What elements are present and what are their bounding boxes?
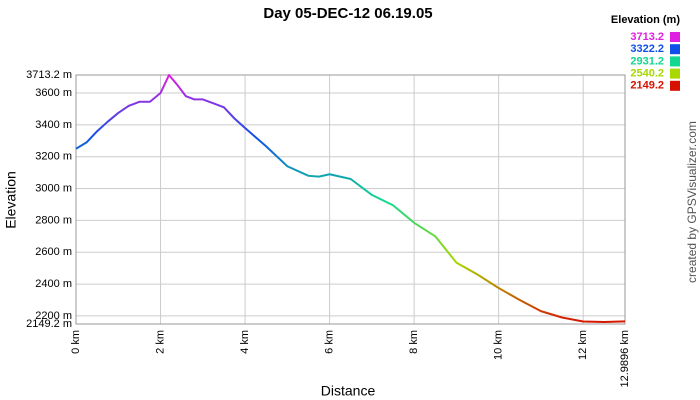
legend-swatch bbox=[670, 68, 680, 79]
plot-frame bbox=[75, 74, 626, 325]
x-tick-label: 0 km bbox=[70, 330, 82, 354]
x-tick-label: 12.9896 km bbox=[619, 330, 631, 387]
y-tick-label: 2600 m bbox=[35, 246, 72, 258]
x-tick-label: 8 km bbox=[408, 330, 420, 354]
y-tick-label: 2800 m bbox=[35, 214, 72, 226]
elevation-line bbox=[75, 74, 626, 323]
legend-title: Elevation (m) bbox=[611, 14, 680, 26]
y-tick-label: 2400 m bbox=[35, 278, 72, 290]
legend-value: 3322.2 bbox=[630, 43, 664, 55]
legend-swatch bbox=[670, 56, 680, 67]
legend-value: 2931.2 bbox=[630, 55, 664, 67]
legend-value: 2540.2 bbox=[630, 68, 664, 80]
chart-title: Day 05-DEC-12 06.19.05 bbox=[263, 5, 432, 22]
x-tick-label: 4 km bbox=[239, 330, 251, 354]
legend-value: 2149.2 bbox=[630, 80, 664, 92]
legend-value: 3713.2 bbox=[630, 31, 664, 43]
x-tick-label: 2 km bbox=[154, 330, 166, 354]
x-tick-label: 12 km bbox=[577, 330, 589, 360]
x-tick-label: 6 km bbox=[323, 330, 335, 354]
legend-swatch bbox=[670, 32, 680, 42]
x-axis-label: Distance bbox=[321, 383, 376, 399]
y-tick-label: 3000 m bbox=[35, 182, 72, 194]
y-tick-label: 2200 m bbox=[35, 310, 72, 322]
y-tick-label: 3200 m bbox=[35, 151, 72, 163]
y-tick-label: 3713.2 m bbox=[26, 69, 72, 81]
y-tick-label: 3400 m bbox=[35, 119, 72, 131]
y-axis-label: Elevation bbox=[3, 171, 19, 229]
y-tick-label: 2149.2 m bbox=[26, 318, 72, 330]
y-tick-label: 3600 m bbox=[35, 87, 72, 99]
credit: created by GPSVisualizer.com bbox=[685, 121, 699, 283]
legend-swatch bbox=[670, 80, 680, 91]
x-tick-label: 10 km bbox=[493, 330, 505, 360]
legend-swatch bbox=[670, 44, 680, 55]
